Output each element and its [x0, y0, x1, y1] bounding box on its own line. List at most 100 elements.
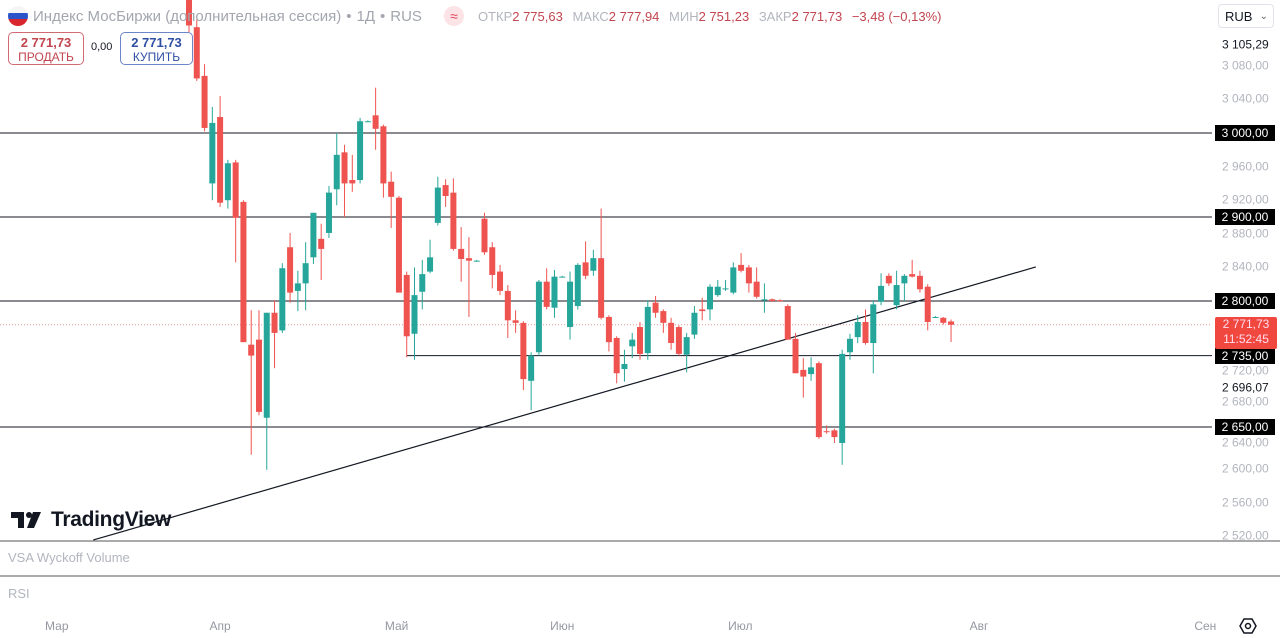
last-price-label: 2 771,73 11:52:45 [1215, 316, 1277, 349]
candle-body [862, 322, 869, 343]
logo-text: TradingView [51, 508, 172, 531]
close-value: 2 771,73 [791, 8, 843, 24]
candle [598, 208, 605, 320]
buy-price: 2 771,73 [131, 35, 182, 50]
candle [434, 176, 441, 226]
month-label: Июл [728, 619, 753, 633]
candle [427, 239, 434, 274]
close-label: ЗАКР [758, 8, 792, 24]
candle [567, 271, 574, 340]
candle [878, 273, 885, 306]
price-tick-label: 2 920,00 [1222, 192, 1269, 207]
candle [186, 0, 192, 33]
candle-body [823, 431, 830, 433]
candle [652, 295, 659, 318]
symbol-title[interactable]: Индекс МосБиржи (дополнительная сессия) [33, 7, 342, 25]
sell-price: 2 771,73 [20, 35, 72, 50]
candle [473, 259, 480, 262]
candle-body [668, 322, 675, 343]
candle [800, 358, 807, 398]
candle-body [854, 322, 861, 338]
candle-body [714, 286, 721, 296]
candle-body [263, 312, 270, 418]
candle-body [497, 271, 504, 291]
candle-body [753, 281, 760, 297]
candle-body [294, 283, 301, 291]
level-price-label: 2 800,00 [1215, 293, 1275, 309]
candle [637, 322, 644, 360]
candle [745, 264, 752, 293]
settings-icon[interactable] [1239, 617, 1257, 635]
bar-countdown: 11:52:45 [1223, 331, 1269, 346]
candle-body [473, 260, 480, 262]
candle [450, 178, 457, 251]
ohlc-values: ОТКР2 775,63 МАКС2 777,94 МИН2 751,23 ЗА… [478, 9, 948, 24]
candle-body [629, 339, 636, 347]
candle [217, 96, 224, 207]
candle [255, 310, 262, 416]
candle [411, 267, 418, 360]
candle [419, 259, 426, 310]
candle [846, 333, 853, 360]
buy-button[interactable]: 2 771,73 КУПИТЬ [120, 32, 193, 65]
candle-body [730, 267, 737, 293]
candle [279, 263, 286, 333]
price-marker-label: 3 105,29 [1222, 37, 1269, 52]
candle-body [691, 312, 698, 335]
sell-button[interactable]: 2 771,73 ПРОДАТЬ [8, 32, 84, 65]
volume-pane-label[interactable]: VSA Wyckoff Volume [8, 550, 130, 565]
candle-body [325, 192, 332, 233]
chart-header: Индекс МосБиржи (дополнительная сессия) … [8, 6, 947, 26]
candle [761, 283, 768, 313]
candle-body [683, 337, 690, 355]
candle [349, 154, 356, 192]
candle [769, 298, 776, 302]
candle-body [761, 299, 768, 301]
month-label: Май [384, 619, 409, 633]
month-label: Мар [45, 619, 69, 633]
candle-body [465, 258, 472, 261]
candle-body [706, 286, 713, 310]
candle [605, 315, 612, 352]
candle-body [380, 126, 387, 184]
interval[interactable]: 1Д [356, 7, 375, 25]
rsi-pane-label[interactable]: RSI [8, 586, 30, 601]
high-value: 2 777,94 [608, 8, 660, 24]
month-label: Апр [209, 619, 231, 633]
month-label: Сен [1194, 619, 1217, 633]
approx-data-icon[interactable]: ≈ [443, 6, 464, 26]
candle-body [637, 327, 644, 354]
candle [885, 273, 892, 286]
candle [839, 349, 846, 465]
candle [784, 304, 791, 340]
currency-select[interactable]: RUB ⌄ [1218, 4, 1274, 28]
candle [738, 253, 745, 273]
candle-body [675, 327, 682, 354]
candle [442, 179, 449, 207]
candle [582, 241, 589, 280]
candle [512, 310, 519, 333]
sell-label: ПРОДАТЬ [18, 50, 74, 64]
candle-body [395, 197, 402, 293]
candle-body [357, 121, 364, 181]
candle-body [567, 281, 574, 328]
candle-body [341, 152, 348, 184]
tradingview-logo[interactable]: TradingView [11, 508, 171, 532]
candle [916, 270, 923, 293]
candle [753, 267, 760, 299]
candle-body [613, 337, 620, 374]
candle [948, 319, 955, 342]
candle [683, 332, 690, 373]
level-price-label: 2 650,00 [1215, 419, 1275, 435]
candle [675, 325, 682, 356]
candle-body [201, 75, 208, 128]
candle-body [372, 115, 379, 129]
candle [481, 212, 488, 255]
high-label: МАКС [572, 8, 609, 24]
candle-body [364, 121, 371, 123]
candle [325, 185, 332, 238]
candle [590, 249, 597, 276]
candle [520, 321, 527, 391]
candle [372, 87, 379, 150]
